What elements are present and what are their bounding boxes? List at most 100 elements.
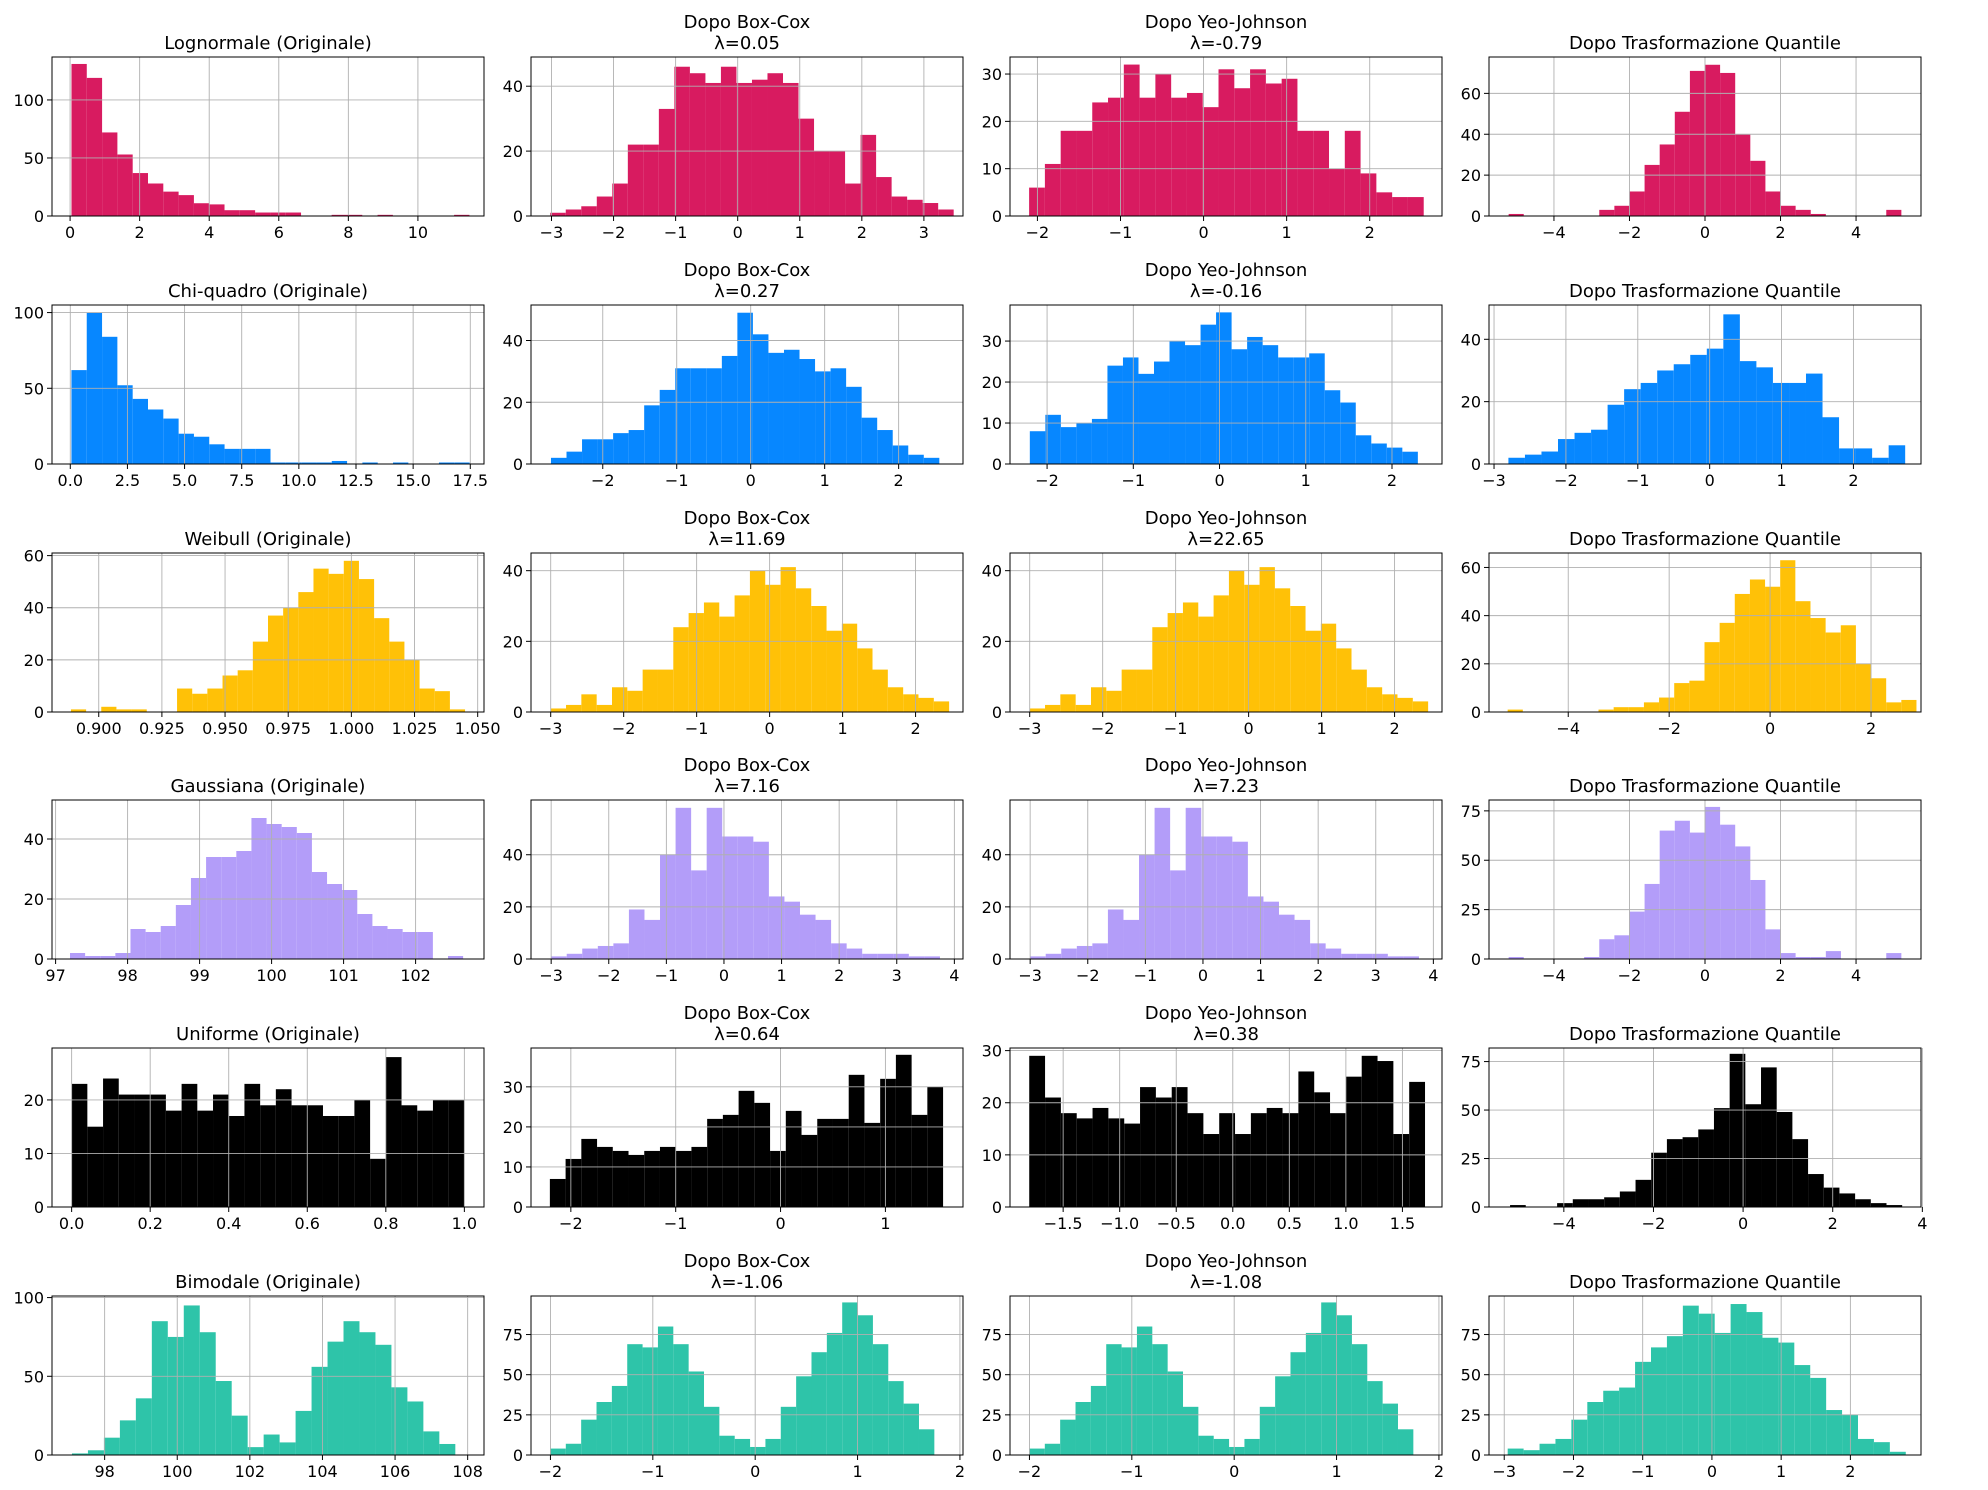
x-tick-label: 0 <box>750 1462 760 1481</box>
histogram-bar <box>163 418 179 464</box>
histogram-bar <box>1871 678 1887 712</box>
histogram-bar <box>842 1302 858 1455</box>
histogram-bar <box>566 451 583 464</box>
histogram-bar <box>722 1114 739 1207</box>
histogram-bar <box>703 602 720 712</box>
histogram-bar <box>1810 213 1826 216</box>
histogram-bar <box>1794 1365 1811 1455</box>
x-tick-label: 0 <box>1229 1462 1239 1481</box>
histogram-bar <box>1587 1402 1604 1455</box>
histogram-bar <box>1309 353 1325 464</box>
histogram-bar <box>597 439 614 464</box>
histogram-bar <box>1320 623 1337 712</box>
histogram-bar <box>1825 632 1841 712</box>
histogram-bar <box>784 901 800 959</box>
y-tick-label: 100 <box>13 1289 44 1308</box>
x-tick-label: 0 <box>1738 1214 1748 1233</box>
y-tick-label: 100 <box>13 304 44 323</box>
x-tick-label: 1 <box>795 223 805 242</box>
histogram-bar <box>163 191 179 216</box>
histogram-bar <box>796 1376 812 1455</box>
x-tick-label: 1 <box>820 471 830 490</box>
y-tick-label: 0 <box>34 207 44 226</box>
histogram-bar <box>1185 345 1201 464</box>
x-tick-label: −1 <box>1631 1462 1655 1481</box>
histogram-bar <box>130 929 146 959</box>
histogram-bar <box>1305 630 1321 712</box>
axes-frame <box>530 552 964 713</box>
histogram-bar <box>1591 429 1608 464</box>
histogram-bar <box>1704 642 1720 712</box>
subplot: −3 −2 −1 0 1 2 0 25 50 75 Dopo Trasformazione Quan… <box>1461 1272 1922 1481</box>
histogram-bar <box>1666 1139 1683 1207</box>
axes-frame <box>530 799 964 960</box>
x-tick-label: −3 <box>540 223 564 242</box>
histogram-bar <box>1076 945 1093 959</box>
histogram-bar <box>118 1094 135 1207</box>
histogram-bar <box>387 929 403 959</box>
histogram-bar <box>1366 687 1383 712</box>
y-tick-label: 75 <box>1461 802 1481 821</box>
histogram-bar <box>362 462 378 464</box>
axes-frame <box>1009 304 1443 465</box>
y-tick-label: 25 <box>503 1406 523 1425</box>
subplot: 0.900 0.925 0.950 0.975 1.000 1.025 1.050 0 20 40… <box>24 529 501 738</box>
histogram-bar <box>255 448 271 464</box>
subplot-title: λ=-0.16 <box>1190 281 1262 302</box>
histogram-bar <box>864 1122 881 1207</box>
histogram-bar <box>1673 364 1691 464</box>
histogram-bar <box>877 953 894 959</box>
histogram-bar <box>1106 1344 1122 1455</box>
x-tick-label: −0.5 <box>1157 1214 1196 1233</box>
histogram-bar <box>857 1315 873 1455</box>
x-tick-label: 1 <box>1255 966 1265 985</box>
histogram-bar <box>1185 807 1202 959</box>
histogram-bar <box>1750 879 1766 959</box>
histogram-bar <box>103 1078 119 1207</box>
y-tick-label: 0 <box>34 455 44 474</box>
x-tick-label: 2 <box>1848 471 1858 490</box>
x-tick-label: 2 <box>1866 719 1876 738</box>
histogram-bar <box>597 945 614 959</box>
histogram-bar <box>224 210 240 216</box>
histogram-bar <box>1607 404 1625 464</box>
histogram-bar <box>1735 846 1751 959</box>
y-tick-label: 25 <box>982 1406 1002 1425</box>
histogram-bar <box>251 818 267 959</box>
y-tick-label: 0 <box>34 1446 44 1465</box>
histogram-bar <box>255 212 271 216</box>
histogram-bar <box>1324 390 1341 464</box>
histogram-bar <box>1247 336 1263 464</box>
histogram-bar <box>1060 694 1076 712</box>
histogram-bar <box>1839 448 1856 464</box>
histogram-bar <box>1795 601 1811 712</box>
histogram-bar <box>918 697 934 712</box>
histogram-bar <box>346 214 363 216</box>
histogram-bar <box>1823 1187 1840 1207</box>
x-tick-label: −3 <box>1492 1462 1516 1481</box>
histogram-bar <box>861 417 878 464</box>
x-tick-label: −2 <box>1554 471 1578 490</box>
histogram-bar <box>1780 205 1796 216</box>
histogram-bar <box>1154 807 1171 959</box>
histogram-bar <box>581 694 597 712</box>
axes-frame <box>530 1047 964 1208</box>
x-tick-label: 0.0 <box>59 1214 84 1233</box>
x-tick-label: 0.6 <box>295 1214 320 1233</box>
histogram-bar <box>734 595 750 712</box>
y-tick-label: 0 <box>34 950 44 969</box>
y-tick-label: 75 <box>1461 1053 1481 1072</box>
histogram-bar <box>1539 1443 1556 1455</box>
y-tick-label: 0 <box>34 1198 44 1217</box>
histogram-bar <box>1629 911 1645 959</box>
histogram-bar <box>1886 1205 1903 1207</box>
x-tick-label: 0.4 <box>216 1214 241 1233</box>
y-tick-label: 0 <box>992 703 1002 722</box>
histogram-bar <box>1795 957 1811 959</box>
histogram-bar <box>192 693 208 712</box>
y-tick-label: 0 <box>513 1446 523 1465</box>
histogram-bar <box>1689 680 1705 712</box>
histogram-bar <box>1341 953 1357 959</box>
x-tick-label: −1 <box>1122 471 1146 490</box>
